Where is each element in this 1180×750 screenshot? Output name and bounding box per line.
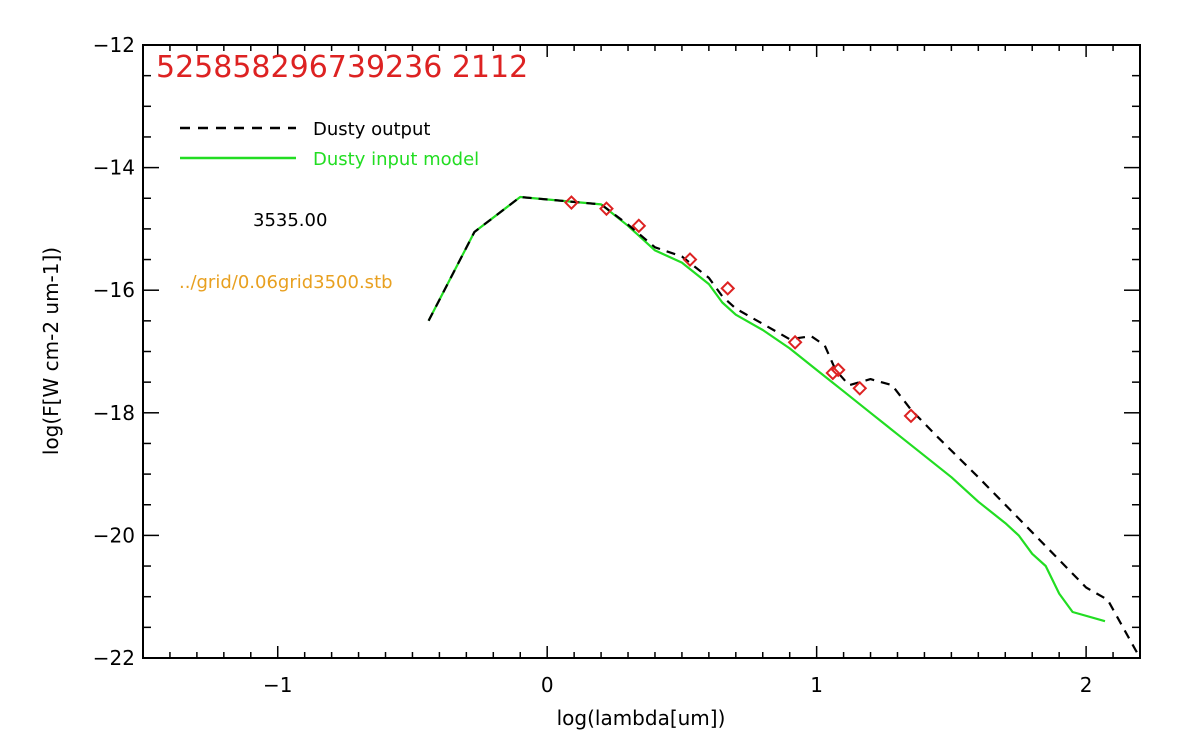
- observed-point: [852, 380, 868, 396]
- y-axis-label: log(F[W cm-2 um-1]): [39, 247, 63, 455]
- legend: Dusty output Dusty input model: [180, 119, 479, 170]
- y-tick-label: −18: [93, 401, 135, 425]
- series-lines: [427, 195, 1141, 659]
- plot-frame: [142, 44, 1141, 659]
- axis-ticks: [142, 44, 1141, 659]
- y-tick-label: −22: [93, 646, 135, 670]
- observed-point: [682, 252, 698, 267]
- observed-point: [720, 280, 736, 296]
- observed-point: [903, 408, 919, 424]
- chart-title: 525858296739236 2112: [156, 50, 528, 85]
- x-tick-label: −1: [263, 673, 292, 697]
- x-tick-label: 0: [541, 673, 554, 697]
- model-file-annotation: ../grid/0.06grid3500.stb: [179, 272, 393, 293]
- observed-point: [631, 218, 647, 234]
- x-tick-label: 1: [810, 673, 823, 697]
- observed-point: [825, 365, 841, 381]
- x-axis-label: log(lambda[um]): [557, 706, 726, 730]
- observed-point: [564, 195, 579, 210]
- observed-point: [787, 334, 803, 350]
- series-line-output: [427, 195, 1141, 659]
- series-line-input-model: [427, 195, 1106, 623]
- observed-point: [830, 362, 846, 378]
- y-tick-label: −12: [93, 33, 135, 57]
- observed-markers: [564, 195, 919, 424]
- y-tick-label: −20: [93, 523, 135, 547]
- temperature-annotation: 3535.00: [253, 210, 327, 231]
- observed-point: [599, 201, 614, 217]
- y-tick-label: −14: [93, 156, 135, 180]
- axis-tick-labels: −1 0 1 2 −22 −20 −18 −16 −14 −12: [93, 33, 1093, 697]
- legend-label-input: Dusty input model: [313, 149, 479, 170]
- legend-label-output: Dusty output: [313, 119, 430, 140]
- y-tick-label: −16: [93, 278, 135, 302]
- x-tick-label: 2: [1080, 673, 1093, 697]
